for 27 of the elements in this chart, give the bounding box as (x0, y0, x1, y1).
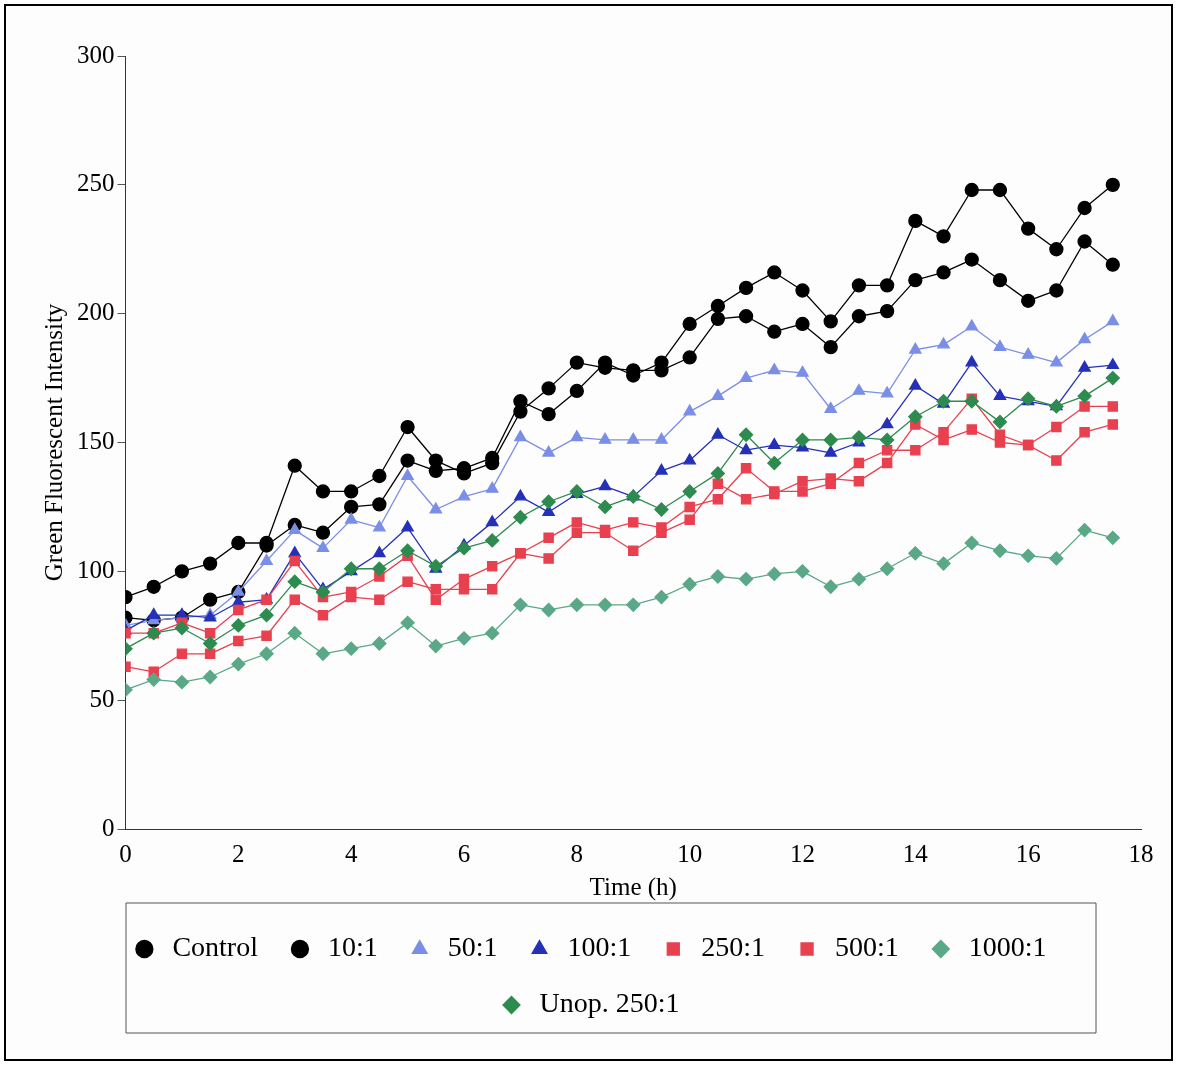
x-tick-label: 4 (344, 839, 358, 867)
x-tick-label: 16 (1015, 839, 1041, 867)
y-tick-label: 300 (77, 40, 115, 68)
y-tick-label: 100 (77, 555, 115, 583)
x-axis-title: Time (h) (589, 872, 677, 901)
x-tick-label: 12 (790, 839, 815, 867)
y-tick-label: 150 (77, 427, 115, 455)
y-tick-label: 250 (77, 169, 115, 197)
legend-label: 250:1 (701, 931, 766, 963)
legend-label: 1000:1 (968, 931, 1047, 963)
y-tick-label: 0 (102, 813, 115, 841)
x-tick-label: 14 (902, 839, 929, 867)
legend-label: 50:1 (447, 931, 498, 963)
y-tick-label: 50 (89, 684, 115, 712)
legend-label: 10:1 (327, 931, 378, 963)
x-tick-label: 0 (119, 839, 132, 867)
legend-label: Control (172, 931, 259, 963)
x-tick-label: 18 (1128, 839, 1154, 867)
y-axis-title: Green Fluorescent Intensity (39, 303, 67, 582)
x-tick-label: 10 (677, 839, 703, 867)
legend-label: 100:1 (567, 931, 632, 963)
x-tick-label: 2 (232, 839, 245, 867)
x-tick-label: 8 (570, 839, 584, 867)
legend-label: 500:1 (835, 931, 899, 963)
legend-label: Unop. 250:1 (539, 987, 680, 1019)
x-tick-label: 6 (457, 839, 471, 867)
y-tick-label: 200 (77, 298, 115, 326)
